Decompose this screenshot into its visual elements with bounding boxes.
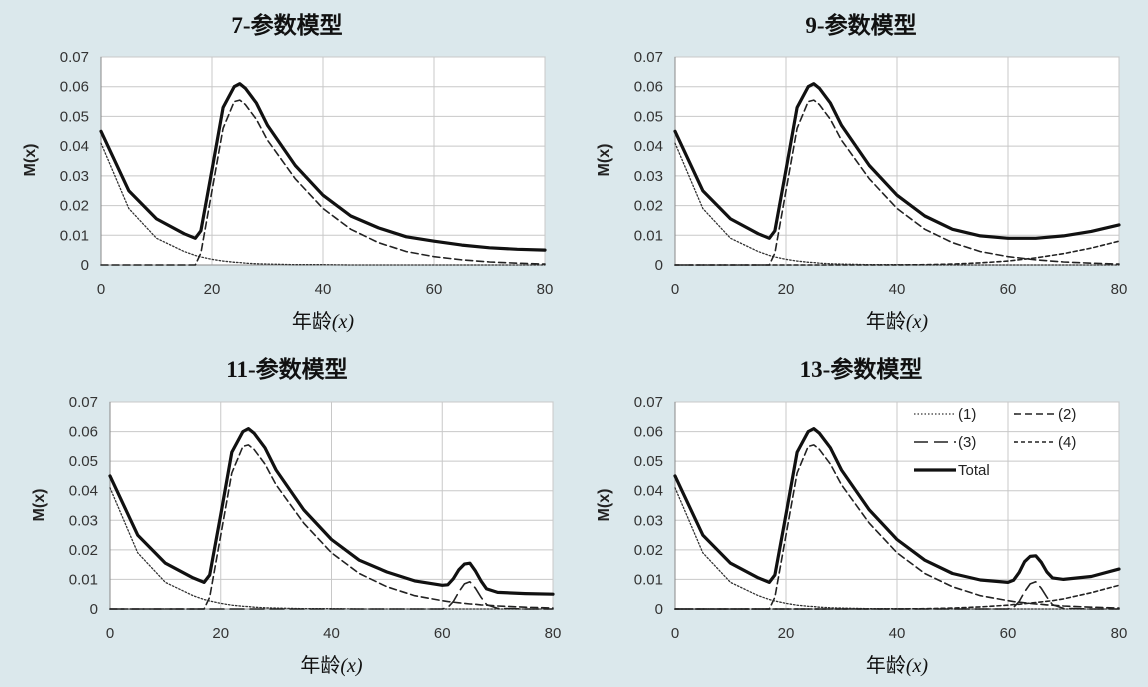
y-tick-label: 0.04 — [60, 138, 89, 155]
y-tick-label: 0.06 — [634, 79, 663, 96]
chart-svg: 0 0.01 0.02 0.03 0.04 0.05 0.06 0.07 0 20 40 60 80 (1… — [634, 394, 1128, 642]
y-tick-label: 0.01 — [60, 227, 89, 244]
y-tick-label: 0.03 — [634, 512, 663, 529]
chart-panel-13-param: 0 0.01 0.02 0.03 0.04 0.05 0.06 0.07 0 20 40 60 80 (1… — [574, 344, 1148, 687]
y-tick-label: 0.03 — [60, 168, 89, 185]
x-tick-label: 20 — [778, 281, 795, 298]
y-axis-label: M(x) — [31, 488, 48, 521]
series-line-2 — [109, 444, 554, 610]
chart-panel-11-param: 0 0.01 0.02 0.03 0.04 0.05 0.06 0.07 0 20 40 60 80 11… — [0, 344, 574, 687]
y-tick-label: 0.03 — [634, 168, 663, 185]
series-line-4 — [674, 240, 1120, 266]
series-line-1 — [674, 142, 1120, 266]
series-line-2 — [100, 99, 546, 266]
chart-panel-7-param: 0 0.01 0.02 0.03 0.04 0.05 0.06 0.07 0 20 40 60 80 7-… — [0, 0, 574, 343]
chart-svg: 0 0.01 0.02 0.03 0.04 0.05 0.06 0.07 0 20 40 60 80 — [69, 394, 562, 642]
x-tick-label: 0 — [97, 281, 105, 298]
x-tick-label: 40 — [315, 281, 332, 298]
legend-label-1: (1) — [958, 406, 976, 423]
x-axis-label: 年龄(x) — [300, 655, 363, 677]
x-tick-label: 20 — [778, 625, 795, 642]
y-tick-label: 0.01 — [69, 571, 98, 588]
legend-label-total: Total — [958, 462, 990, 479]
chart-title: 7-参数模型 — [231, 13, 343, 38]
y-tick-label: 0.01 — [634, 571, 663, 588]
legend-label-2: (2) — [1058, 406, 1076, 423]
x-tick-label: 60 — [434, 625, 451, 642]
x-tick-label: 20 — [212, 625, 229, 642]
y-axis-label: M(x) — [596, 488, 613, 521]
x-tick-label: 40 — [889, 281, 906, 298]
y-tick-label: 0.02 — [634, 198, 663, 215]
y-tick-label: 0.06 — [69, 424, 98, 441]
x-tick-label: 80 — [537, 281, 554, 298]
series-line-total — [673, 82, 1121, 240]
x-tick-label: 80 — [1111, 625, 1128, 642]
x-axis-label: 年龄(x) — [865, 311, 929, 333]
legend-label-3: (3) — [958, 434, 976, 451]
y-tick-label: 0.02 — [634, 542, 663, 559]
y-tick-label: 0.05 — [60, 108, 89, 125]
y-tick-label: 0.03 — [69, 512, 98, 529]
x-tick-label: 0 — [671, 281, 679, 298]
y-tick-label: 0.04 — [634, 483, 663, 500]
y-tick-label: 0.05 — [634, 108, 663, 125]
x-tick-label: 20 — [204, 281, 221, 298]
y-tick-label: 0 — [655, 601, 663, 618]
chart-title: 13-参数模型 — [799, 357, 923, 382]
x-tick-label: 80 — [545, 625, 562, 642]
y-tick-label: 0.06 — [60, 79, 89, 96]
x-axis-label: 年龄(x) — [291, 311, 355, 333]
x-tick-label: 0 — [106, 625, 114, 642]
chart-title: 11-参数模型 — [226, 357, 348, 382]
series-line-2 — [674, 444, 1120, 610]
chart-svg: 0 0.01 0.02 0.03 0.04 0.05 0.06 0.07 0 20 40 60 80 — [60, 49, 554, 298]
x-tick-label: 40 — [323, 625, 340, 642]
y-tick-label: 0.05 — [634, 453, 663, 470]
x-tick-label: 60 — [1000, 281, 1017, 298]
series-line-total — [99, 82, 547, 252]
x-tick-label: 60 — [426, 281, 443, 298]
series-line-3 — [674, 581, 1120, 610]
series-line-total — [108, 427, 555, 596]
y-tick-label: 0.02 — [69, 542, 98, 559]
chart-title: 9-参数模型 — [805, 13, 917, 38]
chart-panel-9-param: 0 0.01 0.02 0.03 0.04 0.05 0.06 0.07 0 20 40 60 80 9-… — [574, 0, 1148, 343]
x-tick-label: 60 — [1000, 625, 1017, 642]
y-tick-label: 0.06 — [634, 424, 663, 441]
y-tick-label: 0 — [90, 601, 98, 618]
y-tick-label: 0.07 — [634, 49, 663, 66]
y-tick-label: 0 — [655, 257, 663, 274]
series-line-4 — [674, 584, 1120, 610]
y-axis-label: M(x) — [22, 143, 39, 177]
y-tick-label: 0.04 — [69, 483, 98, 500]
y-tick-label: 0.02 — [60, 198, 89, 215]
y-tick-label: 0.07 — [69, 394, 98, 411]
legend-label-4: (4) — [1058, 434, 1076, 451]
y-tick-label: 0.07 — [60, 49, 89, 66]
x-tick-label: 80 — [1111, 281, 1128, 298]
series-line-total — [673, 427, 1121, 584]
x-axis-label: 年龄(x) — [865, 655, 929, 677]
y-axis-label: M(x) — [596, 143, 613, 177]
y-tick-label: 0.01 — [634, 227, 663, 244]
chart-svg: 0 0.01 0.02 0.03 0.04 0.05 0.06 0.07 0 20 40 60 80 — [634, 49, 1128, 298]
y-tick-label: 0.04 — [634, 138, 663, 155]
y-tick-label: 0.07 — [634, 394, 663, 411]
x-tick-label: 0 — [671, 625, 679, 642]
y-tick-label: 0.05 — [69, 453, 98, 470]
series-line-3 — [109, 581, 554, 610]
y-tick-label: 0 — [81, 257, 89, 274]
series-line-1 — [100, 142, 546, 266]
x-tick-label: 40 — [889, 625, 906, 642]
